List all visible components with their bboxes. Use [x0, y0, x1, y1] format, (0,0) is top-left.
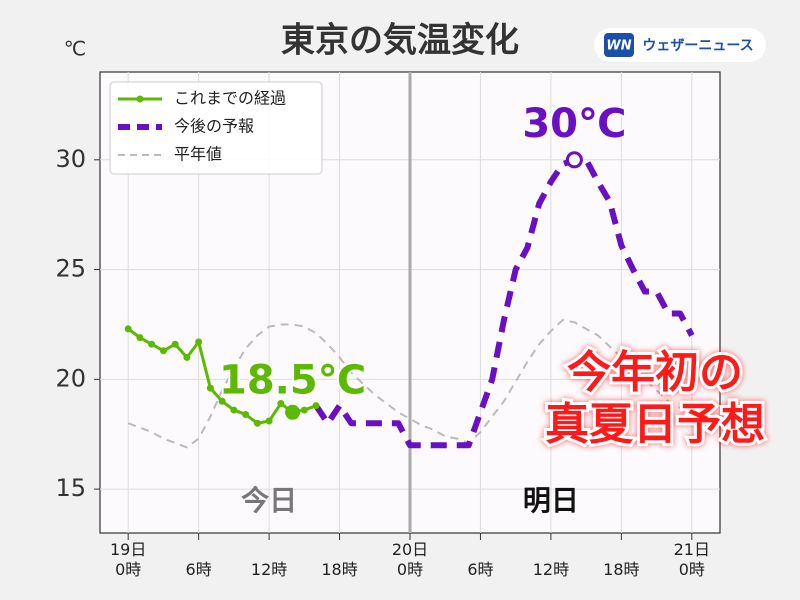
- series-marker: [148, 340, 156, 348]
- series-marker: [253, 419, 261, 427]
- series-marker: [265, 417, 273, 425]
- series-marker: [206, 384, 214, 392]
- x-tick-label: 21日 0時: [673, 540, 710, 579]
- series-marker: [159, 347, 167, 355]
- y-unit: ℃: [64, 37, 86, 61]
- legend-box: [109, 81, 323, 175]
- series-marker: [124, 325, 132, 333]
- x-tick-label: 18時: [603, 560, 640, 579]
- annotation-point: [285, 404, 301, 420]
- y-tick-label: 20: [55, 364, 86, 392]
- series-marker: [300, 406, 308, 414]
- chart-title: 東京の気温変化: [281, 21, 519, 61]
- legend-label: 平年値: [174, 145, 222, 164]
- logo-box: [594, 28, 766, 62]
- annotation-label: 30℃: [522, 101, 626, 147]
- legend-marker: [136, 95, 144, 103]
- y-tick-label: 15: [55, 474, 86, 502]
- callout: 今年初の: [567, 347, 743, 398]
- series-line: [127, 319, 693, 449]
- x-tick-label: 20日 0時: [391, 540, 429, 579]
- x-tick-label: 6時: [467, 560, 494, 579]
- series-marker: [277, 399, 285, 407]
- series-marker: [171, 340, 179, 348]
- x-tick-label: 6時: [185, 560, 212, 579]
- series-marker: [218, 397, 226, 405]
- logo-text: ウェザーニュース: [642, 38, 753, 54]
- logo-mark-bg: [604, 33, 634, 57]
- x-tick-label: 12時: [250, 560, 288, 579]
- series-marker: [230, 406, 238, 414]
- legend-label: これまでの経過: [174, 89, 286, 108]
- callout: 真夏日予想: [545, 399, 765, 450]
- y-tick-label: 25: [55, 255, 86, 283]
- x-tick-label: 19日 0時: [109, 540, 147, 579]
- series-marker: [136, 334, 144, 342]
- logo-mark: WN: [606, 39, 631, 54]
- day-label: 今日: [241, 484, 297, 517]
- series-marker: [312, 402, 320, 410]
- annotation-point: [565, 151, 583, 169]
- day-label: 明日: [523, 484, 579, 517]
- y-tick-label: 30: [55, 145, 86, 173]
- annotation-label: 18.5℃: [219, 357, 366, 403]
- legend-label: 今後の予報: [174, 117, 254, 136]
- series-line: [313, 156, 695, 449]
- series-marker: [183, 353, 191, 361]
- series-marker: [242, 410, 250, 418]
- series-marker: [195, 338, 203, 346]
- x-tick-label: 12時: [532, 560, 570, 579]
- x-tick-label: 18時: [321, 560, 358, 579]
